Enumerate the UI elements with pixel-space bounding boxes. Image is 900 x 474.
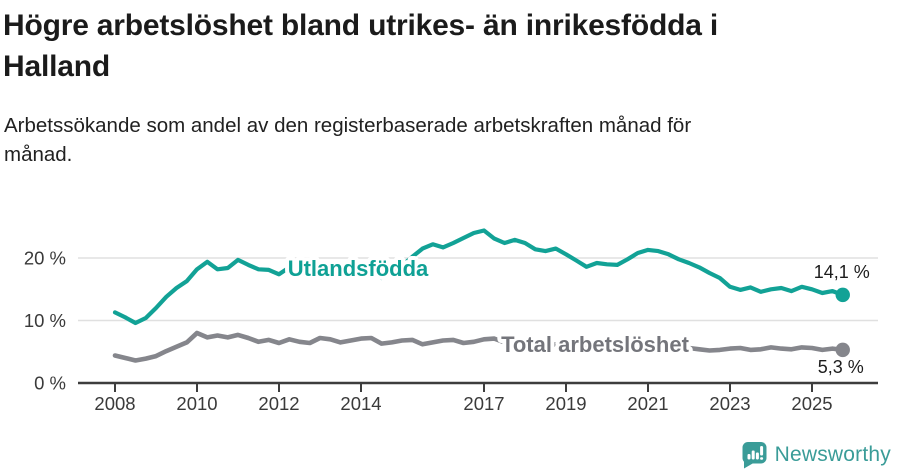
newsworthy-bubble-chart-icon [742,442,767,469]
x-axis-label-2017: 2017 [463,393,504,414]
y-axis-label-10: 10 % [24,310,66,331]
end-dot-total-arbetsl-shet [835,342,850,358]
x-axis-label-2010: 2010 [176,393,217,414]
end-dot-utlandsf-dda [835,287,850,303]
end-value-label-utlandsf-dda: 14,1 % [814,262,870,282]
end-value-label-total-arbetsl-shet: 5,3 % [818,357,864,377]
y-axis-label-0: 0 % [34,373,66,394]
series-label-utlandsf-dda: Utlandsfödda [288,256,429,281]
newsworthy-logo[interactable]: Newsworthy [741,441,891,469]
y-axis-label-20: 20 % [24,248,66,269]
x-axis-label-2012: 2012 [258,393,299,414]
x-axis-label-2019: 2019 [545,393,586,414]
x-axis-label-2023: 2023 [709,393,750,414]
x-axis-label-2014: 2014 [340,393,381,414]
x-axis-label-2025: 2025 [791,393,832,414]
chart-title: Högre arbetslöshet bland utrikes- än inr… [3,9,718,83]
x-axis-label-2008: 2008 [94,393,135,414]
series-line-utlandsf-dda [112,228,845,326]
x-axis-label-2021: 2021 [627,393,668,414]
newsworthy-logo-text: Newsworthy [774,443,891,466]
series-line-total-arbetsl-shet [112,330,846,363]
chart-subtitle: Arbetssökande som andel av den registerb… [4,114,692,166]
series-label-total-arbetsl-shet: Total arbetslöshet [501,332,690,357]
